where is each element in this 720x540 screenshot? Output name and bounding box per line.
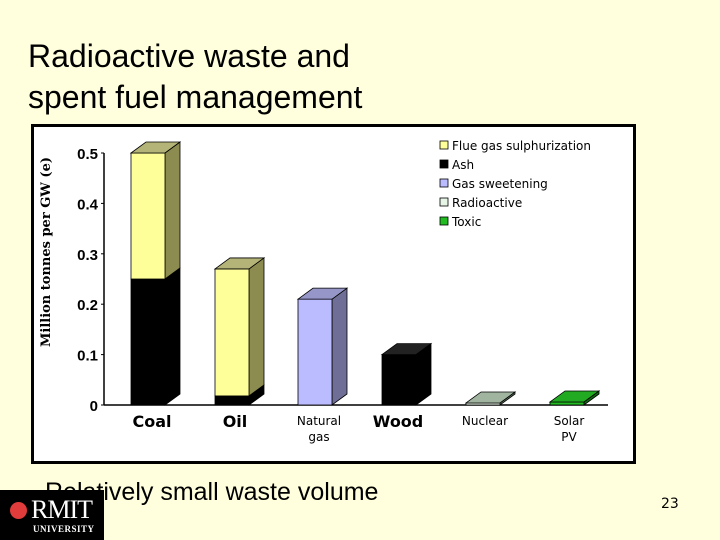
waste-bar-chart: Million tonnes per GW (e) 0 0.1 0.2 0.3 0.4 0.… — [39, 139, 608, 444]
bar-natural-gas — [296, 287, 349, 406]
svg-text:Toxic: Toxic — [451, 215, 481, 229]
logo-wordmark: RMIT — [31, 495, 93, 524]
x-tick-label: Wood — [373, 412, 424, 431]
chart-frame: Million tonnes per GW (e) 0 0.1 0.2 0.3 0.4 0.… — [31, 124, 636, 464]
x-tick-label: Nuclear — [462, 414, 508, 428]
slide-title-line1: Radioactive waste and — [28, 38, 350, 74]
y-tick-label: 0.3 — [77, 247, 98, 264]
bar-nuclear — [464, 391, 517, 406]
slide-number: 23 — [661, 496, 679, 512]
x-tick-label: Solar — [554, 414, 585, 428]
legend-item: Radioactive — [439, 196, 522, 210]
svg-text:Gas sweetening: Gas sweetening — [452, 177, 548, 191]
bar-oil — [213, 257, 266, 406]
svg-text:Flue gas sulphurization: Flue gas sulphurization — [452, 139, 591, 153]
x-tick-label: Oil — [223, 412, 248, 431]
y-tick-label: 0 — [90, 398, 98, 415]
legend-item: Toxic — [439, 215, 481, 229]
x-tick-label: gas — [308, 430, 329, 444]
rmit-logo: RMIT UNIVERSITY — [0, 490, 104, 540]
svg-text:Radioactive: Radioactive — [452, 196, 522, 210]
bar-solar-pv — [548, 390, 601, 406]
legend-item: Gas sweetening — [439, 177, 548, 191]
y-tick-label: 0.1 — [77, 348, 98, 365]
y-axis-label: Million tonnes per GW (e) — [39, 157, 54, 347]
y-tick-label: 0.2 — [77, 297, 98, 314]
legend-item: Ash — [439, 158, 474, 172]
svg-text:Ash: Ash — [452, 158, 474, 172]
x-tick-label: PV — [561, 430, 577, 444]
slide-title: Radioactive waste and spent fuel managem… — [28, 36, 362, 118]
x-tick-label: Coal — [132, 412, 171, 431]
bar-coal — [129, 141, 182, 406]
logo-red-dot-icon — [10, 502, 27, 519]
y-tick-label: 0.4 — [77, 196, 99, 213]
y-tick-label: 0.5 — [77, 146, 98, 163]
slide-title-line2: spent fuel management — [28, 79, 363, 115]
legend-item: Flue gas sulphurization — [439, 139, 591, 153]
bar-wood — [380, 342, 433, 406]
logo-subtitle: UNIVERSITY — [33, 524, 95, 534]
x-tick-label: Natural — [297, 414, 341, 428]
